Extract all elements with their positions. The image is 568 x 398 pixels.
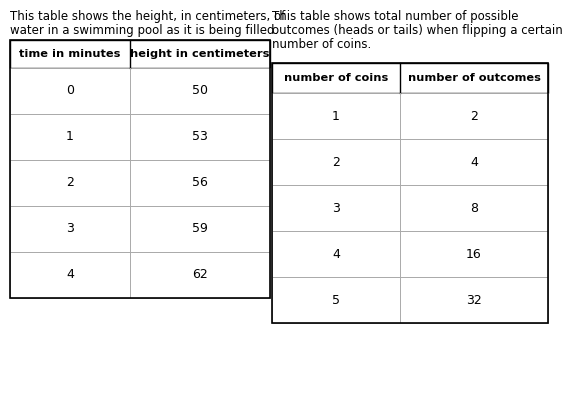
Text: 2: 2 <box>470 109 478 123</box>
Text: 4: 4 <box>332 248 340 261</box>
Text: 4: 4 <box>470 156 478 168</box>
Text: 32: 32 <box>466 293 482 306</box>
Text: 16: 16 <box>466 248 482 261</box>
Text: water in a swimming pool as it is being filled.: water in a swimming pool as it is being … <box>10 24 278 37</box>
Text: 5: 5 <box>332 293 340 306</box>
Bar <box>272 185 548 231</box>
Text: time in minutes: time in minutes <box>19 49 120 59</box>
Text: 50: 50 <box>192 84 208 98</box>
Bar <box>10 68 270 114</box>
Text: 8: 8 <box>470 201 478 215</box>
Text: number of outcomes: number of outcomes <box>408 73 540 83</box>
Text: 2: 2 <box>66 176 74 189</box>
Bar <box>10 114 270 160</box>
Text: height in centimeters: height in centimeters <box>130 49 270 59</box>
Text: This table shows the height, in centimeters, of: This table shows the height, in centimet… <box>10 10 285 23</box>
Text: 53: 53 <box>192 131 208 144</box>
Bar <box>272 63 548 323</box>
Bar <box>10 40 270 68</box>
Text: 4: 4 <box>66 269 74 281</box>
Text: 2: 2 <box>332 156 340 168</box>
Bar <box>10 252 270 298</box>
Text: 62: 62 <box>192 269 208 281</box>
Text: 1: 1 <box>66 131 74 144</box>
Text: 59: 59 <box>192 222 208 236</box>
Text: number of coins: number of coins <box>284 73 388 83</box>
Bar <box>272 139 548 185</box>
Bar <box>10 206 270 252</box>
Text: 56: 56 <box>192 176 208 189</box>
Text: number of coins.: number of coins. <box>272 38 371 51</box>
Text: 3: 3 <box>332 201 340 215</box>
Bar <box>272 63 548 93</box>
Text: 1: 1 <box>332 109 340 123</box>
Bar <box>272 277 548 323</box>
Text: 3: 3 <box>66 222 74 236</box>
Bar <box>10 40 270 298</box>
Text: This table shows total number of possible: This table shows total number of possibl… <box>272 10 519 23</box>
Bar <box>272 231 548 277</box>
Bar <box>272 93 548 139</box>
Text: outcomes (heads or tails) when flipping a certain: outcomes (heads or tails) when flipping … <box>272 24 563 37</box>
Text: 0: 0 <box>66 84 74 98</box>
Bar <box>10 160 270 206</box>
